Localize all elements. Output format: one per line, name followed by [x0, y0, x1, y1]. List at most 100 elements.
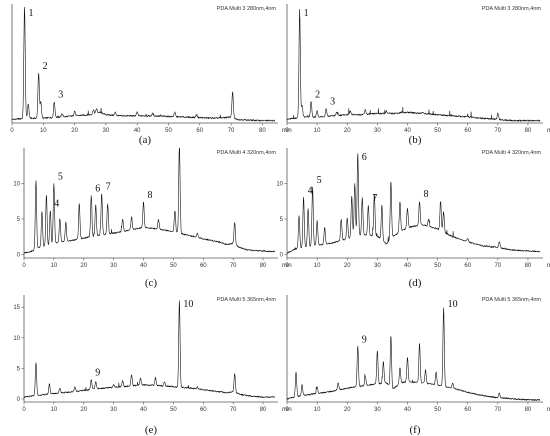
detector-method-label: PDA Multi 4 320nm,4nm — [217, 150, 277, 156]
panel-caption: (b) — [409, 134, 422, 146]
x-tick-label: 10 — [51, 263, 58, 269]
x-axis-unit-label: min — [282, 407, 292, 413]
x-tick-label: 30 — [374, 263, 381, 269]
peak-label-10: 10 — [183, 299, 193, 310]
peak-label-3: 3 — [330, 97, 335, 108]
peak-label-3: 3 — [58, 90, 63, 101]
panel-caption: (d) — [409, 277, 422, 289]
peak-label-8: 8 — [424, 189, 429, 200]
x-tick-label: 60 — [200, 263, 207, 269]
x-axis-unit-label: min — [282, 128, 292, 134]
x-axis-unit-label: min — [547, 407, 550, 413]
x-axis-unit-label: min — [547, 128, 550, 134]
x-tick-label: 20 — [71, 128, 78, 134]
peak-label-1: 1 — [304, 8, 309, 19]
x-tick-label: 30 — [374, 407, 381, 413]
x-tick-label: 30 — [374, 128, 381, 134]
peak-label-6: 6 — [362, 152, 367, 163]
x-tick-label: 50 — [434, 407, 441, 413]
panel-caption: (a) — [139, 134, 152, 146]
x-tick-label: 20 — [80, 263, 87, 269]
peak-label-1: 1 — [29, 8, 34, 19]
x-tick-label: 10 — [314, 263, 321, 269]
detector-method-label: PDA Multi 4 320nm,4nm — [482, 150, 542, 156]
chromatogram-trace — [11, 6, 276, 122]
x-tick-label: 80 — [260, 407, 267, 413]
x-tick-label: 80 — [525, 407, 532, 413]
chart-panel-f: 0 10 20 30 40 50 60 70 80 min PDA Multi 5 365nm,4n… — [285, 295, 550, 436]
x-tick-label: 50 — [170, 407, 177, 413]
x-tick-label: 60 — [464, 407, 471, 413]
x-tick-label: 80 — [525, 263, 532, 269]
x-tick-label: 70 — [230, 407, 237, 413]
x-tick-label: 70 — [494, 263, 501, 269]
x-tick-label: 70 — [494, 407, 501, 413]
x-tick-label: 70 — [228, 128, 235, 134]
x-tick-label: 40 — [404, 407, 411, 413]
x-tick-label: 50 — [165, 128, 172, 134]
chart-panel-e: 0 10 20 30 40 50 60 70 80 min 0 5 10 15 PDA Multi 5 36… — [13, 295, 292, 436]
y-tick-label: 10 — [13, 336, 20, 342]
y-tick-label: 15 — [13, 305, 20, 311]
x-tick-label: 60 — [200, 407, 207, 413]
chromatogram-trace — [286, 153, 541, 254]
peak-label-5: 5 — [317, 175, 322, 186]
y-tick-label: 5 — [280, 217, 284, 223]
x-tick-label: 40 — [404, 263, 411, 269]
peak-label-7: 7 — [372, 193, 377, 204]
chromatogram-trace — [23, 300, 276, 399]
panel-caption: (f) — [410, 424, 421, 436]
x-tick-label: 80 — [259, 128, 266, 134]
peak-label-4: 4 — [308, 186, 313, 197]
peak-label-4: 4 — [54, 198, 59, 209]
x-tick-label: 50 — [170, 263, 177, 269]
peak-label-5: 5 — [58, 171, 63, 182]
peak-label-9: 9 — [362, 334, 367, 345]
x-tick-label: 0 — [285, 263, 289, 269]
chromatogram-trace — [23, 147, 276, 254]
x-tick-label: 40 — [140, 407, 147, 413]
y-tick-label: 0 — [17, 252, 21, 258]
x-tick-label: 10 — [51, 407, 58, 413]
y-tick-label: 0 — [280, 252, 284, 258]
x-tick-label: 80 — [525, 128, 532, 134]
chromatogram-trace — [286, 9, 541, 122]
detector-method-label: PDA Multi 5 365nm,4nm — [482, 297, 542, 303]
x-tick-label: 0 — [285, 128, 289, 134]
x-tick-label: 30 — [110, 407, 117, 413]
peak-label-6: 6 — [95, 184, 100, 195]
x-tick-label: 20 — [80, 407, 87, 413]
peak-label-9: 9 — [95, 367, 100, 378]
peak-label-2: 2 — [43, 61, 48, 72]
x-axis-unit-label: min — [282, 263, 292, 269]
y-tick-label: 5 — [17, 217, 21, 223]
x-tick-label: 10 — [40, 128, 47, 134]
x-tick-label: 40 — [140, 263, 147, 269]
x-tick-label: 20 — [344, 407, 351, 413]
x-tick-label: 50 — [434, 128, 441, 134]
x-axis-unit-label: min — [547, 263, 550, 269]
x-tick-label: 60 — [196, 128, 203, 134]
chart-panel-b: 0 10 20 30 40 50 60 70 80 min PDA Multi 3 280nm,4n… — [285, 4, 550, 146]
x-tick-label: 40 — [404, 128, 411, 134]
detector-method-label: PDA Multi 3 280nm,4nm — [217, 6, 277, 12]
detector-method-label: PDA Multi 5 365nm,4nm — [217, 297, 277, 303]
panel-caption: (e) — [145, 424, 158, 436]
x-tick-label: 20 — [344, 263, 351, 269]
peak-label-2: 2 — [315, 90, 320, 101]
y-tick-label: 5 — [17, 366, 21, 372]
x-tick-label: 30 — [103, 128, 110, 134]
x-tick-label: 0 — [10, 128, 14, 134]
x-tick-label: 0 — [22, 407, 26, 413]
x-tick-label: 60 — [464, 128, 471, 134]
peak-label-7: 7 — [106, 181, 111, 192]
x-tick-label: 0 — [22, 263, 26, 269]
peak-label-10: 10 — [448, 299, 458, 310]
panel-caption: (c) — [145, 277, 158, 289]
y-tick-label: 0 — [17, 397, 21, 403]
y-tick-label: 10 — [13, 181, 20, 187]
